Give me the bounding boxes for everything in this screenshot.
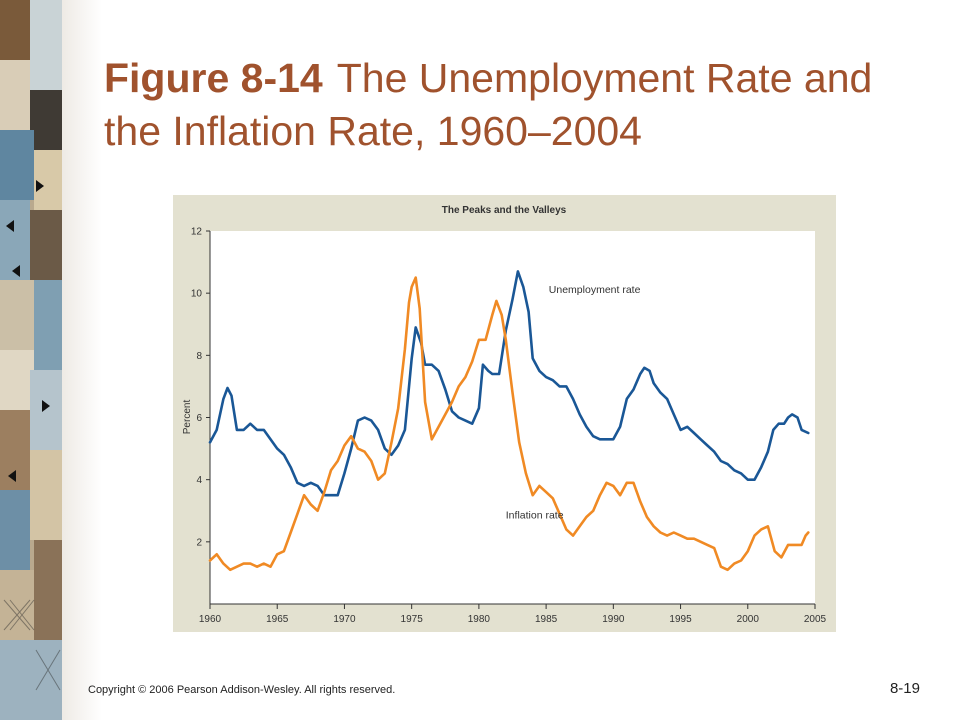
chart-title: The Peaks and the Valleys xyxy=(442,205,567,216)
y-tick-label: 12 xyxy=(191,227,203,238)
copyright-notice: Copyright © 2006 Pearson Addison-Wesley.… xyxy=(88,684,396,696)
x-tick-label: 2005 xyxy=(804,614,827,625)
y-tick-label: 8 xyxy=(196,351,202,362)
y-tick-label: 2 xyxy=(196,537,202,548)
x-tick-label: 1965 xyxy=(266,614,289,625)
plot-area xyxy=(210,231,815,604)
line-chart: The Peaks and the Valleys Percent 1960 19… xyxy=(182,205,827,625)
x-tick-label: 2000 xyxy=(737,614,760,625)
slide-title: Figure 8-14 The Unemployment Rate and the… xyxy=(104,52,924,158)
chart-panel: The Peaks and the Valleys Percent 1960 19… xyxy=(173,195,836,632)
y-tick-label: 4 xyxy=(196,475,202,486)
figure-number: Figure 8-14 xyxy=(104,55,323,101)
slide-number: 8-19 xyxy=(889,680,920,697)
x-tick-label: 1980 xyxy=(468,614,491,625)
x-tick-label: 1995 xyxy=(669,614,692,625)
inflation-rate-line xyxy=(208,276,810,572)
unemployment-rate-line xyxy=(208,270,810,497)
x-tick-label: 1960 xyxy=(199,614,222,625)
x-tick-label: 1985 xyxy=(535,614,558,625)
y-axis-label: Percent xyxy=(182,400,193,435)
figure-title: The Unemployment Rate and the Inflation … xyxy=(104,55,873,154)
x-tick-label: 1975 xyxy=(401,614,424,625)
inflation-rate-label: Inflation rate xyxy=(506,510,564,522)
y-tick-label: 10 xyxy=(191,289,203,300)
x-tick-label: 1990 xyxy=(602,614,625,625)
decorative-border-strip xyxy=(0,0,62,720)
x-tick-label: 1970 xyxy=(333,614,356,625)
border-fade xyxy=(62,0,102,720)
y-tick-label: 6 xyxy=(196,413,202,424)
unemployment-rate-label: Unemployment rate xyxy=(549,284,641,296)
